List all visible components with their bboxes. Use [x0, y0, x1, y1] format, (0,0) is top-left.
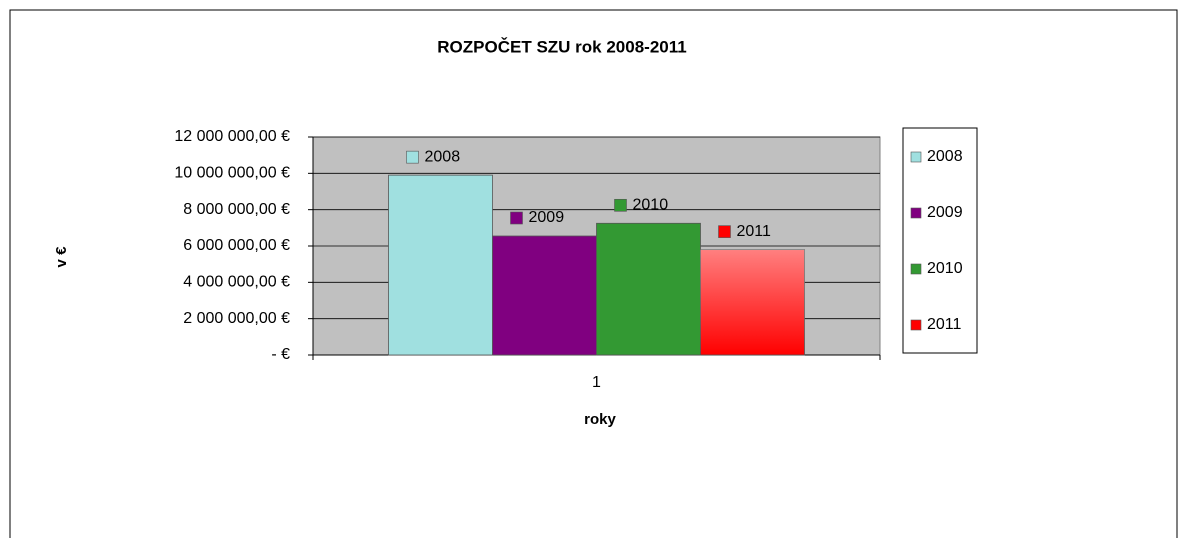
legend-key [910, 207, 922, 219]
y-tick-label: 6 000 000,00 € [183, 237, 290, 254]
legend-key [910, 319, 922, 331]
legend [902, 127, 978, 354]
chart-title: ROZPOČET SZU rok 2008-2011 [437, 37, 686, 56]
y-axis-title: v € [53, 246, 70, 268]
data-label: 2010 [633, 197, 669, 214]
x-axis-title: roky [584, 411, 616, 428]
bar-shine [700, 249, 805, 355]
data-label: 2009 [529, 209, 565, 226]
data-label-key [614, 198, 627, 212]
bar [492, 235, 597, 356]
bar [388, 174, 493, 356]
y-tick-label: 12 000 000,00 € [174, 128, 290, 145]
x-tick-label: 1 [592, 374, 601, 391]
legend-label: 2009 [927, 204, 963, 221]
data-label-key [718, 225, 731, 238]
legend-key [910, 263, 922, 275]
y-tick-label: 2 000 000,00 € [183, 310, 290, 327]
legend-label: 2011 [927, 316, 962, 333]
legend-label: 2010 [927, 260, 963, 277]
y-tick-label: 4 000 000,00 € [183, 274, 290, 291]
data-label: 2008 [425, 148, 461, 165]
data-label: 2011 [737, 223, 772, 240]
bar [596, 222, 701, 356]
y-tick-label: 8 000 000,00 € [183, 201, 290, 218]
data-label-key [510, 211, 523, 225]
y-tick-label: 10 000 000,00 € [174, 165, 290, 182]
y-tick-label: - € [271, 346, 290, 363]
legend-key [910, 151, 922, 163]
chart-frame [9, 9, 1178, 538]
data-label-key [406, 150, 419, 164]
legend-label: 2008 [927, 148, 963, 165]
